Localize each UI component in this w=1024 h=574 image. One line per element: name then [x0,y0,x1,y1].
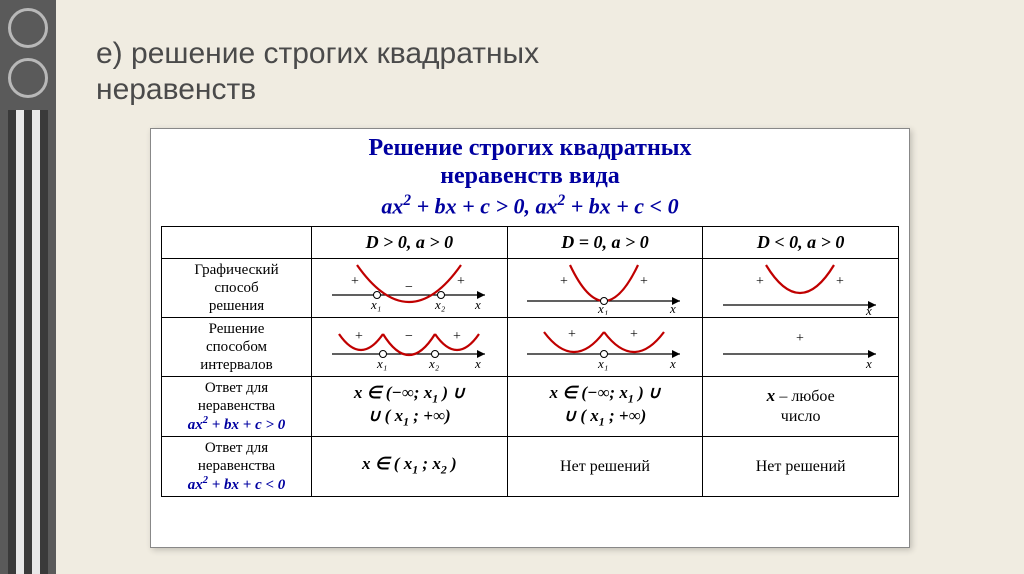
interval-cell-d-eq-0: x₁ x + + [507,317,703,376]
svg-text:+: + [836,274,844,289]
svg-text:x: x [669,356,676,371]
svg-text:+: + [560,274,568,289]
page-title: е) решение строгих квадратныхнеравенств [96,36,539,108]
decorative-sidebar [0,0,56,574]
svg-text:+: + [453,329,461,344]
row-label: Ответ длянеравенстваax2 + bx + c > 0 [162,376,312,436]
stripe [40,110,48,574]
row-label: Ответ длянеравенстваax2 + bx + c < 0 [162,436,312,496]
answer-cell: x – любоечисло [703,376,899,436]
svg-text:+: + [630,327,638,342]
svg-text:x₁: x₁ [370,297,381,312]
ring-icon [8,58,48,98]
svg-text:x₁: x₁ [376,356,387,371]
svg-text:+: + [796,331,804,346]
stripe [32,110,40,574]
card-formula: ax2 + bx + c > 0, ax2 + bx + c < 0 [161,192,899,219]
svg-text:x: x [474,297,481,312]
svg-text:x₂: x₂ [428,356,440,371]
svg-text:+: + [568,327,576,342]
interval-cell-d-gt-0: x₁ x₂ x + − + [312,317,508,376]
header-col: D = 0, a > 0 [507,226,703,258]
table-row: Графическийспособрешения x₁ x₂ x + − + [162,258,899,317]
svg-text:x₂: x₂ [434,297,446,312]
table-row: Решениеспособоминтервалов x₁ x₂ x + − + [162,317,899,376]
svg-text:x: x [865,303,872,315]
stripe [8,110,16,574]
interval-cell-d-lt-0: x + [703,317,899,376]
svg-text:+: + [457,274,465,289]
content-card: Решение строгих квадратныхнеравенств вид… [150,128,910,548]
svg-text:+: + [351,274,359,289]
svg-text:+: + [756,274,764,289]
svg-text:x: x [474,356,481,371]
svg-text:x: x [865,356,872,371]
header-col: D < 0, a > 0 [703,226,899,258]
table-row: Ответ длянеравенстваax2 + bx + c > 0 x ∈… [162,376,899,436]
answer-cell: x ∈ (−∞; x1 ) ∪∪ ( x1 ; +∞) [507,376,703,436]
svg-text:x: x [669,301,676,315]
svg-text:x₁: x₁ [597,356,608,371]
answer-cell: Нет решений [703,436,899,496]
table-header-row: D > 0, a > 0 D = 0, a > 0 D < 0, a > 0 [162,226,899,258]
header-blank [162,226,312,258]
answer-cell: Нет решений [507,436,703,496]
answer-cell: x ∈ ( x1 ; x2 ) [312,436,508,496]
stripe [24,110,32,574]
svg-text:−: − [405,280,413,295]
table-row: Ответ длянеравенстваax2 + bx + c < 0 x ∈… [162,436,899,496]
svg-text:+: + [640,274,648,289]
answer-cell: x ∈ (−∞; x1 ) ∪∪ ( x1 ; +∞) [312,376,508,436]
graph-cell-d-lt-0: x + + [703,258,899,317]
svg-text:−: − [405,329,413,344]
ring-icon [8,8,48,48]
row-label: Решениеспособоминтервалов [162,317,312,376]
graph-cell-d-eq-0: x₁ x + + [507,258,703,317]
inequality-table: D > 0, a > 0 D = 0, a > 0 D < 0, a > 0 Г… [161,226,899,497]
card-title: Решение строгих квадратныхнеравенств вид… [161,135,899,190]
stripe [16,110,24,574]
svg-text:x₁: x₁ [597,301,608,315]
row-label: Графическийспособрешения [162,258,312,317]
graph-cell-d-gt-0: x₁ x₂ x + − + [312,258,508,317]
header-col: D > 0, a > 0 [312,226,508,258]
svg-text:+: + [355,329,363,344]
